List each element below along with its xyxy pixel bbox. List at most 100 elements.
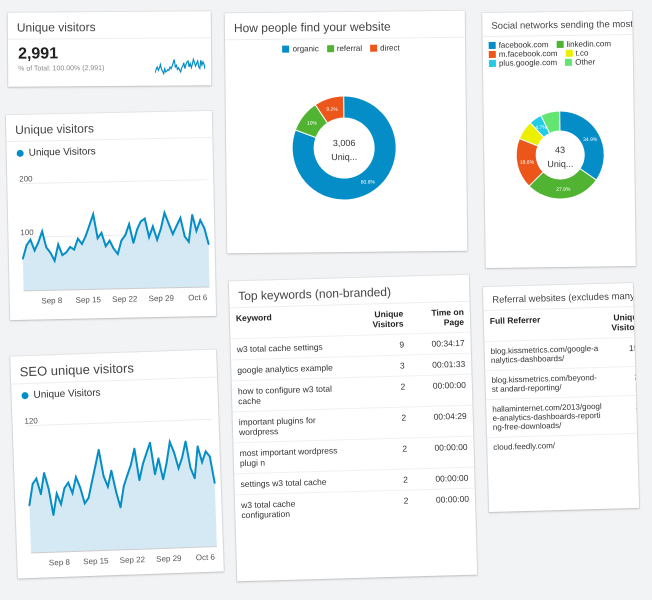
data-point[interactable] [181,456,184,459]
pie-slice[interactable] [314,95,345,124]
data-point[interactable] [37,241,40,244]
data-point[interactable] [199,219,202,221]
data-point[interactable] [83,502,86,505]
data-point[interactable] [41,230,44,233]
data-point[interactable] [110,469,113,472]
data-point[interactable] [173,451,175,454]
data-point[interactable] [136,228,138,231]
data-point[interactable] [126,474,129,477]
data-point[interactable] [156,238,158,241]
data-point[interactable] [92,213,95,216]
keyword-cell[interactable]: how to configure w3 total cache [231,377,347,412]
data-point[interactable] [141,463,144,466]
data-point[interactable] [163,211,166,214]
data-point[interactable] [159,228,162,230]
data-point[interactable] [124,234,127,236]
data-point[interactable] [94,464,97,467]
table-row[interactable]: w3 total cache configuration 2 00:00:00 [234,488,476,526]
data-point[interactable] [100,231,103,234]
data-point[interactable] [196,445,199,448]
referrer-cell[interactable]: cloud.feedly.com/ [487,434,610,459]
col-full-referrer[interactable]: Full Referrer [489,314,541,326]
data-point[interactable] [39,493,42,496]
data-point[interactable] [115,490,117,493]
col-unique-visitors[interactable]: Unique Visitors [372,308,404,330]
keyword-cell[interactable]: most important wordpress plugi n [233,439,349,474]
data-point[interactable] [97,448,100,451]
data-point[interactable] [49,251,52,254]
data-point[interactable] [65,251,68,254]
data-point[interactable] [177,467,180,470]
data-point[interactable] [189,466,192,469]
data-point[interactable] [128,223,130,226]
data-point[interactable] [132,242,135,244]
data-point[interactable] [75,476,77,479]
data-point[interactable] [122,485,125,487]
data-point[interactable] [57,243,60,246]
data-point[interactable] [84,234,87,237]
data-point[interactable] [61,254,64,257]
data-point[interactable] [45,246,48,249]
data-point[interactable] [204,450,207,453]
data-point[interactable] [148,236,151,239]
data-point[interactable] [31,483,34,485]
col-time-on-page[interactable]: Time on Page [431,306,465,328]
table-row[interactable]: blog.kissmetrics.com/beyond-st andard-re… [485,366,640,400]
data-point[interactable] [184,440,187,443]
data-point[interactable] [168,441,171,443]
data-point[interactable] [171,233,174,235]
data-point[interactable] [191,213,194,216]
referrer-cell[interactable]: hallaminternet.com/2013/googl e-analytic… [486,396,609,438]
data-point[interactable] [162,478,165,481]
col-ref-unique-visitors[interactable]: Unique Visitors [611,311,640,333]
data-point[interactable] [79,486,82,489]
data-point[interactable] [154,473,156,476]
data-point[interactable] [157,457,160,460]
pie-slice[interactable] [540,110,561,135]
data-point[interactable] [73,248,76,251]
data-point[interactable] [165,462,168,465]
data-point[interactable] [193,477,196,480]
data-point[interactable] [52,514,55,516]
data-point[interactable] [29,238,32,241]
data-point[interactable] [201,461,204,464]
data-point[interactable] [91,480,93,483]
data-point[interactable] [87,497,90,499]
keyword-cell[interactable]: important plugins for wordpress [232,408,348,443]
data-point[interactable] [183,235,186,238]
data-point[interactable] [71,492,74,495]
data-point[interactable] [149,441,151,444]
data-point[interactable] [88,224,91,226]
data-point[interactable] [76,237,79,240]
pie-slice[interactable] [559,110,605,181]
data-point[interactable] [133,447,136,450]
data-point[interactable] [63,487,66,490]
data-point[interactable] [116,253,119,255]
data-point[interactable] [139,220,142,223]
data-point[interactable] [130,463,132,466]
data-point[interactable] [179,216,182,219]
data-point[interactable] [107,485,109,488]
data-point[interactable] [53,259,56,262]
data-point[interactable] [187,240,190,243]
data-point[interactable] [33,249,36,252]
data-point[interactable] [175,225,178,227]
data-point[interactable] [104,245,107,248]
data-point[interactable] [25,244,28,247]
data-point[interactable] [96,237,99,240]
data-point[interactable] [55,492,58,495]
col-keyword[interactable]: Keyword [235,312,272,324]
data-point[interactable] [138,479,141,482]
data-point[interactable] [28,504,31,507]
data-point[interactable] [120,239,123,242]
data-point[interactable] [112,247,115,250]
pie-slice[interactable] [291,95,397,201]
referrer-cell[interactable]: blog.kissmetrics.com/google-a nalytics-d… [484,338,607,371]
data-point[interactable] [47,487,50,490]
data-point[interactable] [207,243,210,245]
data-point[interactable] [167,222,170,225]
table-row[interactable]: blog.kissmetrics.com/google-a nalytics-d… [484,337,640,371]
data-point[interactable] [21,257,24,260]
data-point[interactable] [67,481,70,484]
data-point[interactable] [213,482,216,484]
